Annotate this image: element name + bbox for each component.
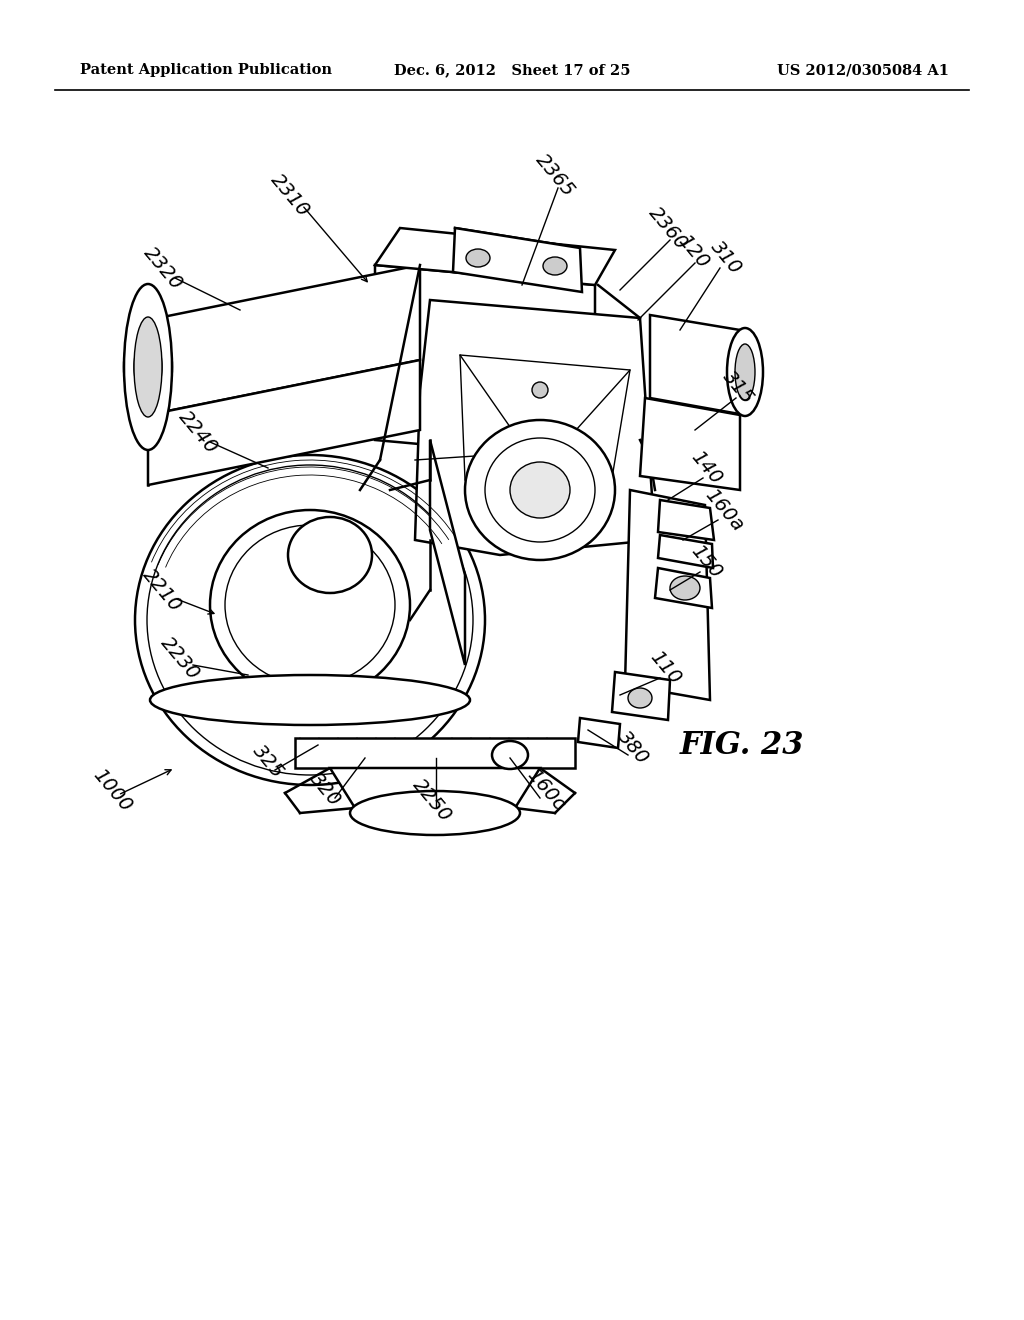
Text: 2240: 2240 bbox=[175, 407, 221, 457]
Text: 380: 380 bbox=[613, 727, 652, 768]
Polygon shape bbox=[640, 399, 740, 490]
Polygon shape bbox=[453, 228, 582, 292]
Ellipse shape bbox=[532, 381, 548, 399]
Text: 310: 310 bbox=[707, 238, 745, 279]
Text: Patent Application Publication: Patent Application Publication bbox=[80, 63, 332, 78]
Ellipse shape bbox=[135, 455, 485, 785]
Ellipse shape bbox=[465, 420, 615, 560]
Ellipse shape bbox=[466, 249, 490, 267]
Ellipse shape bbox=[735, 345, 755, 400]
Polygon shape bbox=[578, 718, 620, 748]
Text: FIG. 23: FIG. 23 bbox=[680, 730, 805, 762]
Polygon shape bbox=[415, 300, 655, 554]
Text: 2210: 2210 bbox=[139, 565, 185, 615]
Polygon shape bbox=[625, 490, 710, 700]
Ellipse shape bbox=[210, 510, 410, 700]
Text: 2310: 2310 bbox=[267, 170, 313, 220]
Ellipse shape bbox=[134, 317, 162, 417]
Ellipse shape bbox=[510, 462, 570, 517]
Polygon shape bbox=[375, 265, 595, 459]
Text: 315: 315 bbox=[719, 368, 757, 408]
Polygon shape bbox=[650, 315, 745, 414]
Ellipse shape bbox=[150, 675, 470, 725]
Polygon shape bbox=[295, 738, 575, 768]
Ellipse shape bbox=[134, 337, 162, 397]
Ellipse shape bbox=[350, 791, 520, 836]
Text: 2230: 2230 bbox=[157, 632, 203, 682]
Text: 160a: 160a bbox=[701, 484, 748, 535]
Text: 120: 120 bbox=[674, 232, 713, 272]
Ellipse shape bbox=[628, 688, 652, 708]
Text: 325: 325 bbox=[249, 742, 287, 783]
Text: 140: 140 bbox=[687, 447, 725, 488]
Text: 150: 150 bbox=[687, 541, 725, 582]
Text: 1000: 1000 bbox=[89, 764, 135, 814]
Text: 2320: 2320 bbox=[140, 243, 186, 293]
Polygon shape bbox=[430, 440, 465, 665]
Ellipse shape bbox=[492, 741, 528, 770]
Polygon shape bbox=[658, 535, 713, 568]
Text: 160c: 160c bbox=[523, 766, 568, 814]
Polygon shape bbox=[330, 768, 540, 808]
Ellipse shape bbox=[288, 517, 372, 593]
Ellipse shape bbox=[543, 257, 567, 275]
Polygon shape bbox=[148, 265, 420, 414]
Polygon shape bbox=[655, 568, 712, 609]
Polygon shape bbox=[148, 360, 420, 484]
Polygon shape bbox=[375, 228, 615, 285]
Polygon shape bbox=[658, 500, 714, 540]
Ellipse shape bbox=[124, 319, 172, 414]
Ellipse shape bbox=[124, 284, 172, 450]
Text: 2360: 2360 bbox=[645, 203, 691, 253]
Text: US 2012/0305084 A1: US 2012/0305084 A1 bbox=[777, 63, 949, 78]
Ellipse shape bbox=[727, 327, 763, 416]
Ellipse shape bbox=[670, 576, 700, 601]
Text: 2250: 2250 bbox=[409, 775, 456, 825]
Text: Dec. 6, 2012   Sheet 17 of 25: Dec. 6, 2012 Sheet 17 of 25 bbox=[394, 63, 630, 78]
Text: 110: 110 bbox=[646, 648, 684, 688]
Polygon shape bbox=[612, 672, 670, 719]
Text: 2365: 2365 bbox=[531, 150, 579, 201]
Text: 320: 320 bbox=[306, 770, 344, 810]
